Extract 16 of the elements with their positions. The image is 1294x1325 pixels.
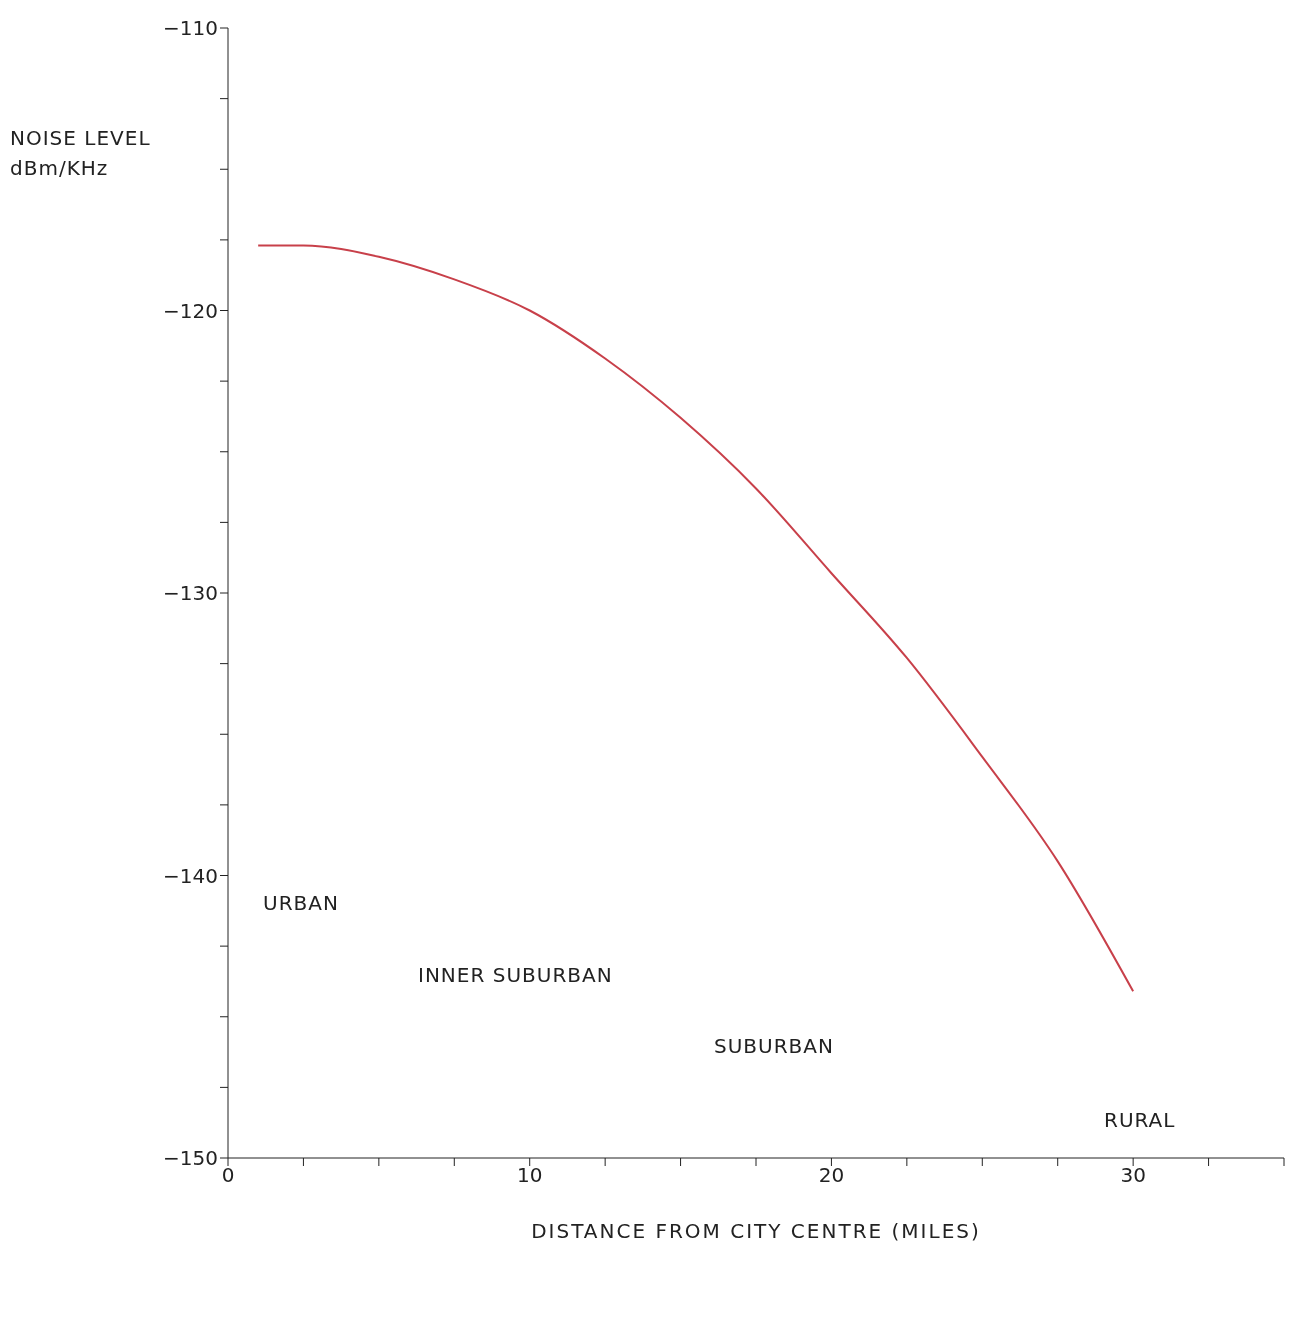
annotation: URBAN bbox=[263, 891, 339, 915]
x-axis-title: DISTANCE FROM CITY CENTRE (MILES) bbox=[531, 1219, 981, 1243]
x-tick-label: 30 bbox=[1120, 1163, 1146, 1188]
x-tick-label: 10 bbox=[516, 1163, 543, 1188]
y-axis-title: NOISE LEVEL dBm/KHz bbox=[10, 125, 151, 182]
y-tick-label: −130 bbox=[163, 581, 218, 606]
line-series bbox=[257, 244, 1135, 993]
annotation: RURAL bbox=[1104, 1108, 1176, 1132]
y-tick-label: −140 bbox=[163, 863, 218, 888]
x-tick-label: 0 bbox=[221, 1163, 235, 1188]
y-tick-label: −120 bbox=[163, 298, 218, 323]
y-tick-label: −150 bbox=[163, 1146, 218, 1171]
annotation: SUBURBAN bbox=[714, 1034, 834, 1058]
y-tick-label: −110 bbox=[163, 16, 218, 41]
x-tick-label: 20 bbox=[818, 1163, 845, 1188]
annotation: INNER SUBURBAN bbox=[418, 963, 613, 987]
